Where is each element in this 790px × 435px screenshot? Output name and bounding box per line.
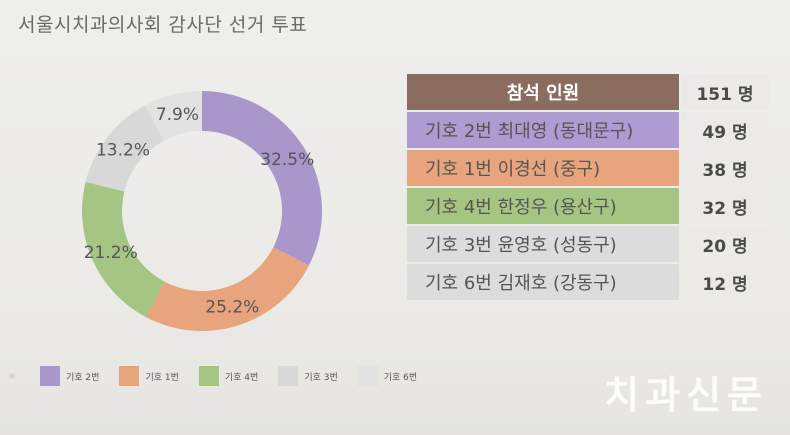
candidate-count: 20 명 [681, 226, 769, 262]
legend-label: 기호 3번 [304, 372, 338, 383]
legend-item: 기호 1번 [119, 366, 179, 386]
table-row: 기호 2번 최대영 (동대문구) 49 명 [407, 112, 769, 148]
legend-label: 기호 4번 [224, 372, 259, 383]
header-count: 151 명 [681, 74, 769, 110]
table-row: 기호 6번 김재호 (강동구) 12 명 [407, 264, 769, 300]
slice-value-label: 32.5% [260, 150, 314, 170]
donut-slice [85, 105, 164, 192]
candidate-count: 38 명 [681, 150, 769, 186]
slice-value-label: 7.9% [156, 105, 199, 125]
candidate-count: 49 명 [681, 112, 769, 148]
candidate-count: 12 명 [681, 264, 769, 300]
table-row: 기호 1번 이경선 (중구) 38 명 [407, 150, 769, 186]
legend-swatch [198, 366, 219, 386]
candidate-label: 기호 3번 윤영호 (성동구) [407, 226, 679, 262]
table-row: 기호 3번 윤영호 (성동구) 20 명 [407, 226, 769, 262]
donut-slice [81, 181, 165, 318]
donut-slice [146, 247, 309, 331]
slice-value-label: 25.2% [205, 297, 259, 317]
legend-swatch [278, 366, 299, 386]
legend-item: 기호 6번 [357, 366, 418, 386]
legend-item: 기호 4번 [198, 366, 259, 386]
slice-value-label: 13.2% [96, 141, 150, 161]
slice-value-label: 21.2% [84, 243, 138, 263]
decorative-dot [9, 373, 15, 379]
publisher-watermark: 치과신문 [604, 373, 768, 417]
candidate-count: 32 명 [681, 188, 769, 224]
legend-item: 기호 3번 [278, 366, 338, 386]
table-row: 기호 4번 한정우 (용산구) 32 명 [407, 188, 769, 224]
legend-label: 기호 6번 [383, 372, 418, 383]
legend-label: 기호 2번 [66, 372, 100, 383]
donut-slice [202, 91, 322, 266]
candidate-label: 기호 6번 김재호 (강동구) [407, 264, 679, 300]
legend-swatch [40, 366, 60, 386]
legend-swatch [357, 366, 378, 386]
header-label: 참석 인원 [407, 74, 679, 110]
donut-chart: 32.5% 25.2% 21.2% 13.2% 7.9% [81, 91, 322, 331]
chart-legend: 기호 2번 기호 1번 기호 4번 기호 3번 기호 6번 [40, 366, 417, 386]
legend-swatch [119, 366, 140, 386]
vote-count-table: 참석 인원 151 명 기호 2번 최대영 (동대문구) 49 명 기호 1번 … [407, 74, 769, 302]
donut-slice [144, 91, 202, 141]
page-title: 서울시치과의사회 감사단 선거 투표 [18, 14, 308, 36]
legend-item: 기호 2번 [40, 366, 99, 386]
candidate-label: 기호 1번 이경선 (중구) [407, 150, 679, 186]
candidate-label: 기호 4번 한정우 (용산구) [407, 188, 679, 224]
legend-label: 기호 1번 [145, 372, 179, 383]
candidate-label: 기호 2번 최대영 (동대문구) [407, 112, 679, 148]
table-header-row: 참석 인원 151 명 [407, 74, 769, 110]
